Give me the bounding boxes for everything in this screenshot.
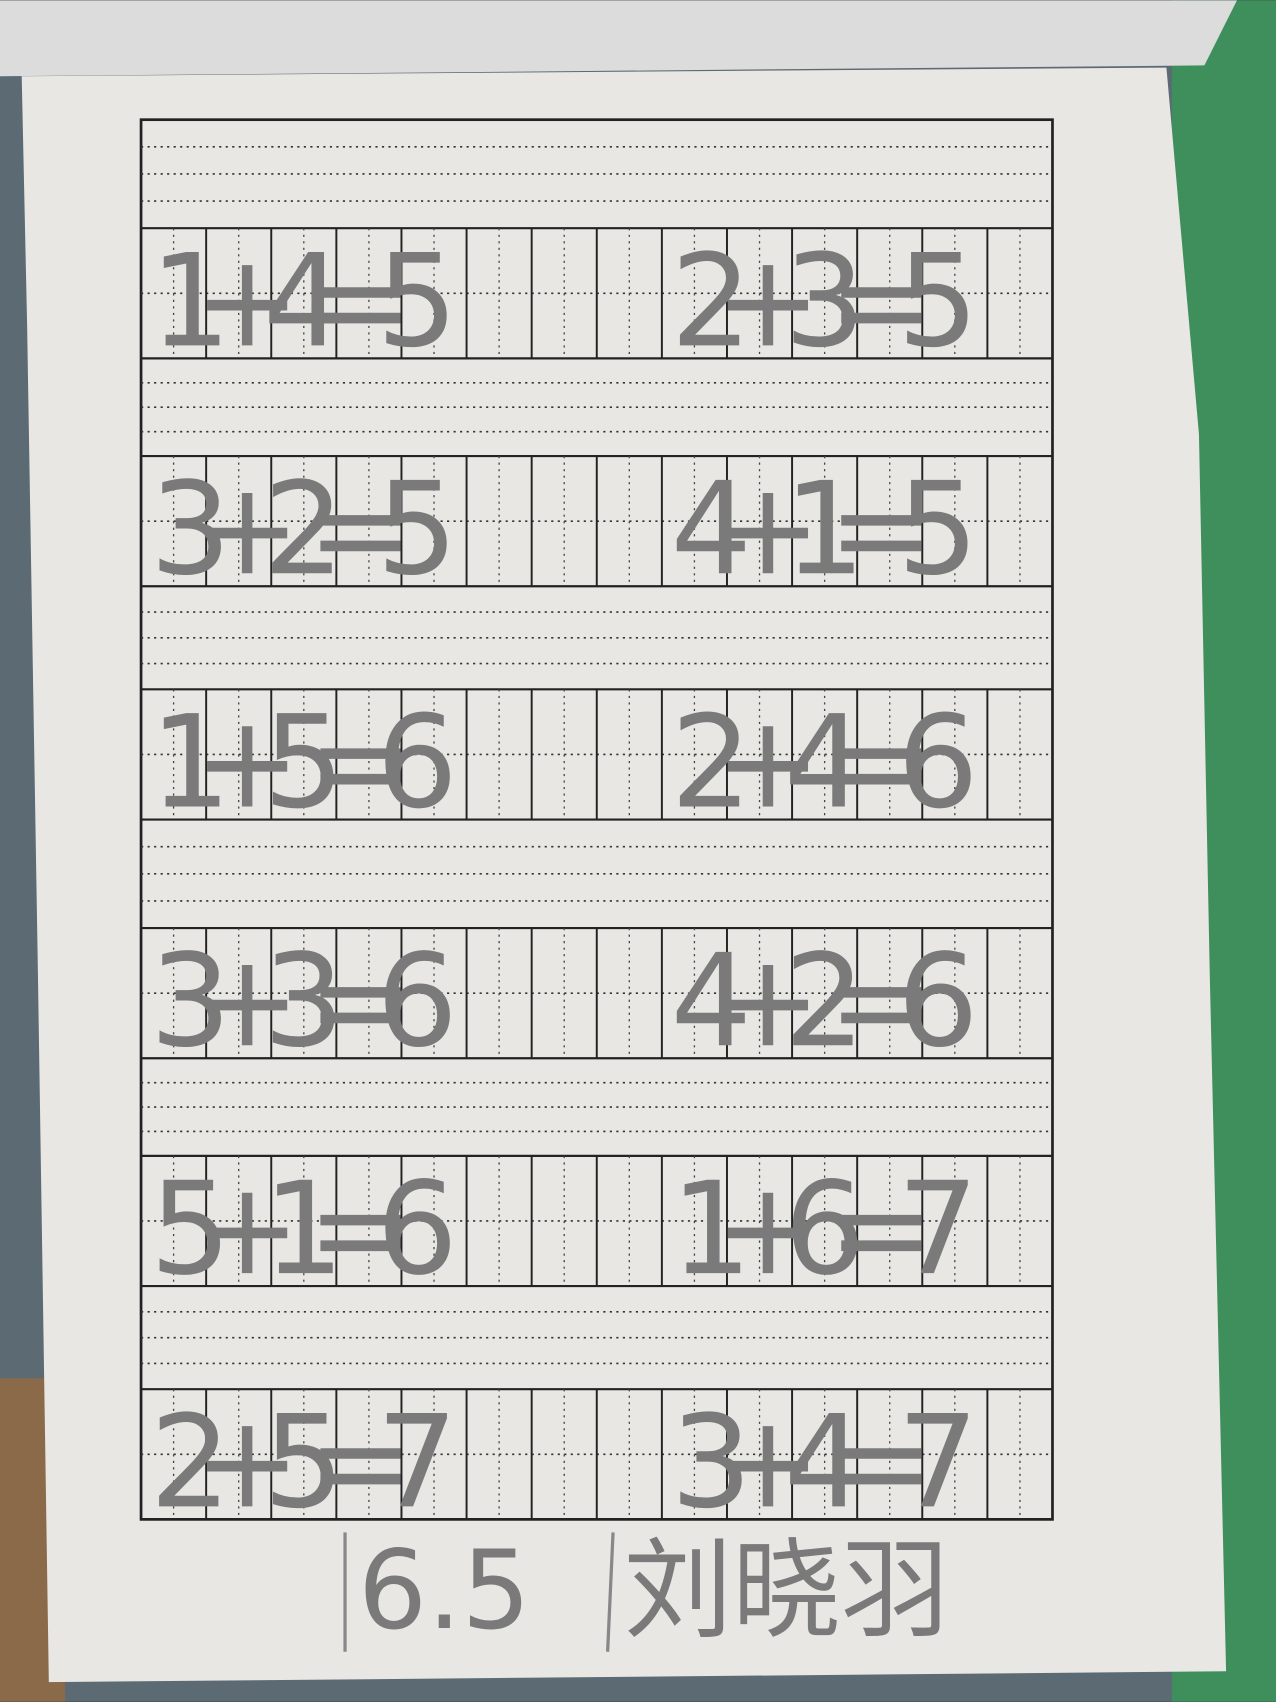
equation: 2+4=6 <box>671 689 979 838</box>
equation: 2+5=7 <box>150 1388 458 1537</box>
equation: 3+2=5 <box>150 455 458 604</box>
equation: 3+4=7 <box>671 1388 979 1537</box>
back-page <box>0 0 1237 77</box>
equation: 1+5=6 <box>150 689 458 838</box>
equation: 5+1=6 <box>150 1155 458 1304</box>
equation: 4+2=6 <box>671 927 979 1076</box>
equation: 4+1=5 <box>671 455 979 604</box>
paper <box>21 67 1227 1683</box>
equation: 1+4=5 <box>150 227 458 376</box>
separator <box>605 1532 615 1652</box>
equation: 1+6=7 <box>671 1155 979 1304</box>
equation: 3+3=6 <box>150 927 458 1076</box>
equation: 2+3=5 <box>671 227 979 376</box>
student-name: 刘晓羽 <box>624 1527 950 1654</box>
worksheet-grid: 1+4=5 2+3=5 3+2=5 4+1=5 1+5=6 2+4=6 3+3=6 4+2=6… <box>139 118 1054 1537</box>
footer: 6.5 刘晓羽 <box>343 1527 950 1654</box>
score: 6.5 <box>358 1527 531 1654</box>
